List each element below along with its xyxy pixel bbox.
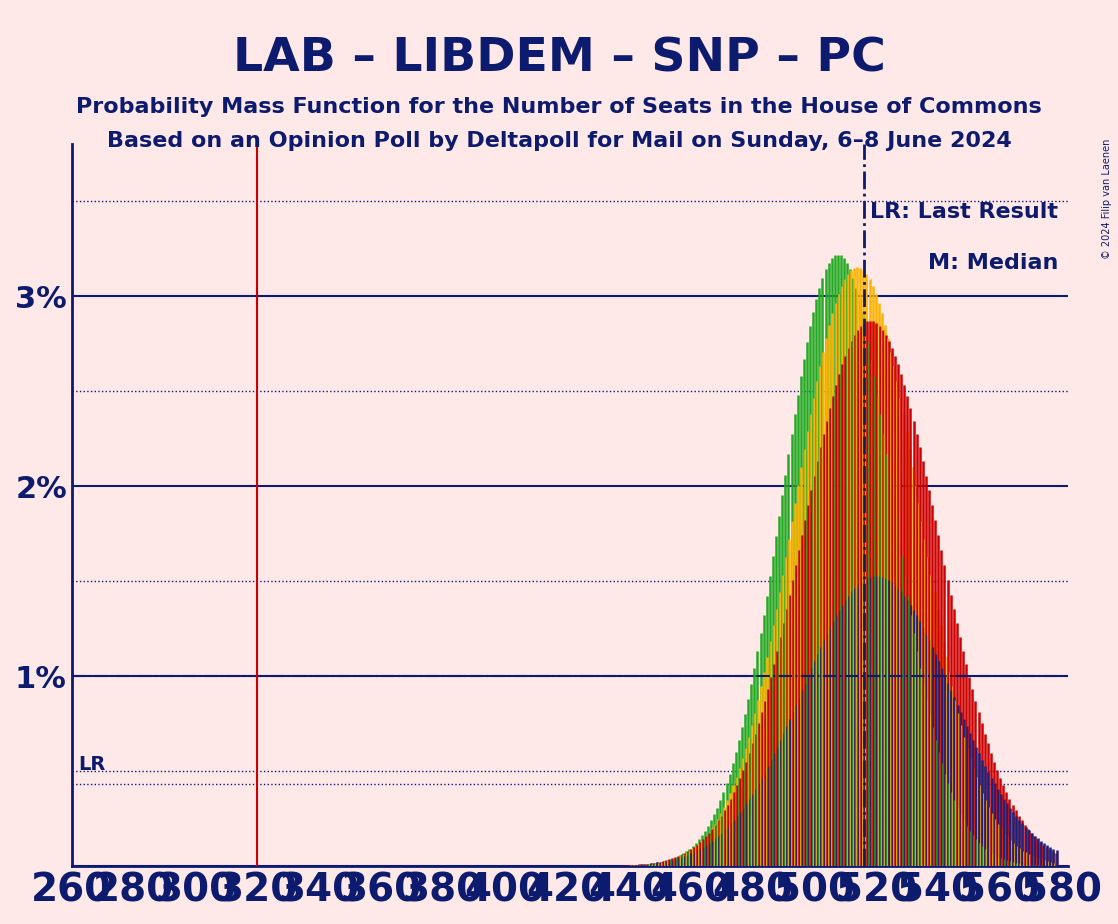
Text: Based on an Opinion Poll by Deltapoll for Mail on Sunday, 6–8 June 2024: Based on an Opinion Poll by Deltapoll fo… (106, 131, 1012, 152)
Text: M: Median: M: Median (928, 252, 1058, 273)
Text: Probability Mass Function for the Number of Seats in the House of Commons: Probability Mass Function for the Number… (76, 97, 1042, 117)
Text: © 2024 Filip van Laenen: © 2024 Filip van Laenen (1102, 139, 1112, 259)
Text: LAB – LIBDEM – SNP – PC: LAB – LIBDEM – SNP – PC (233, 37, 885, 82)
Text: LR: Last Result: LR: Last Result (870, 202, 1058, 222)
Text: LR: LR (78, 755, 105, 774)
